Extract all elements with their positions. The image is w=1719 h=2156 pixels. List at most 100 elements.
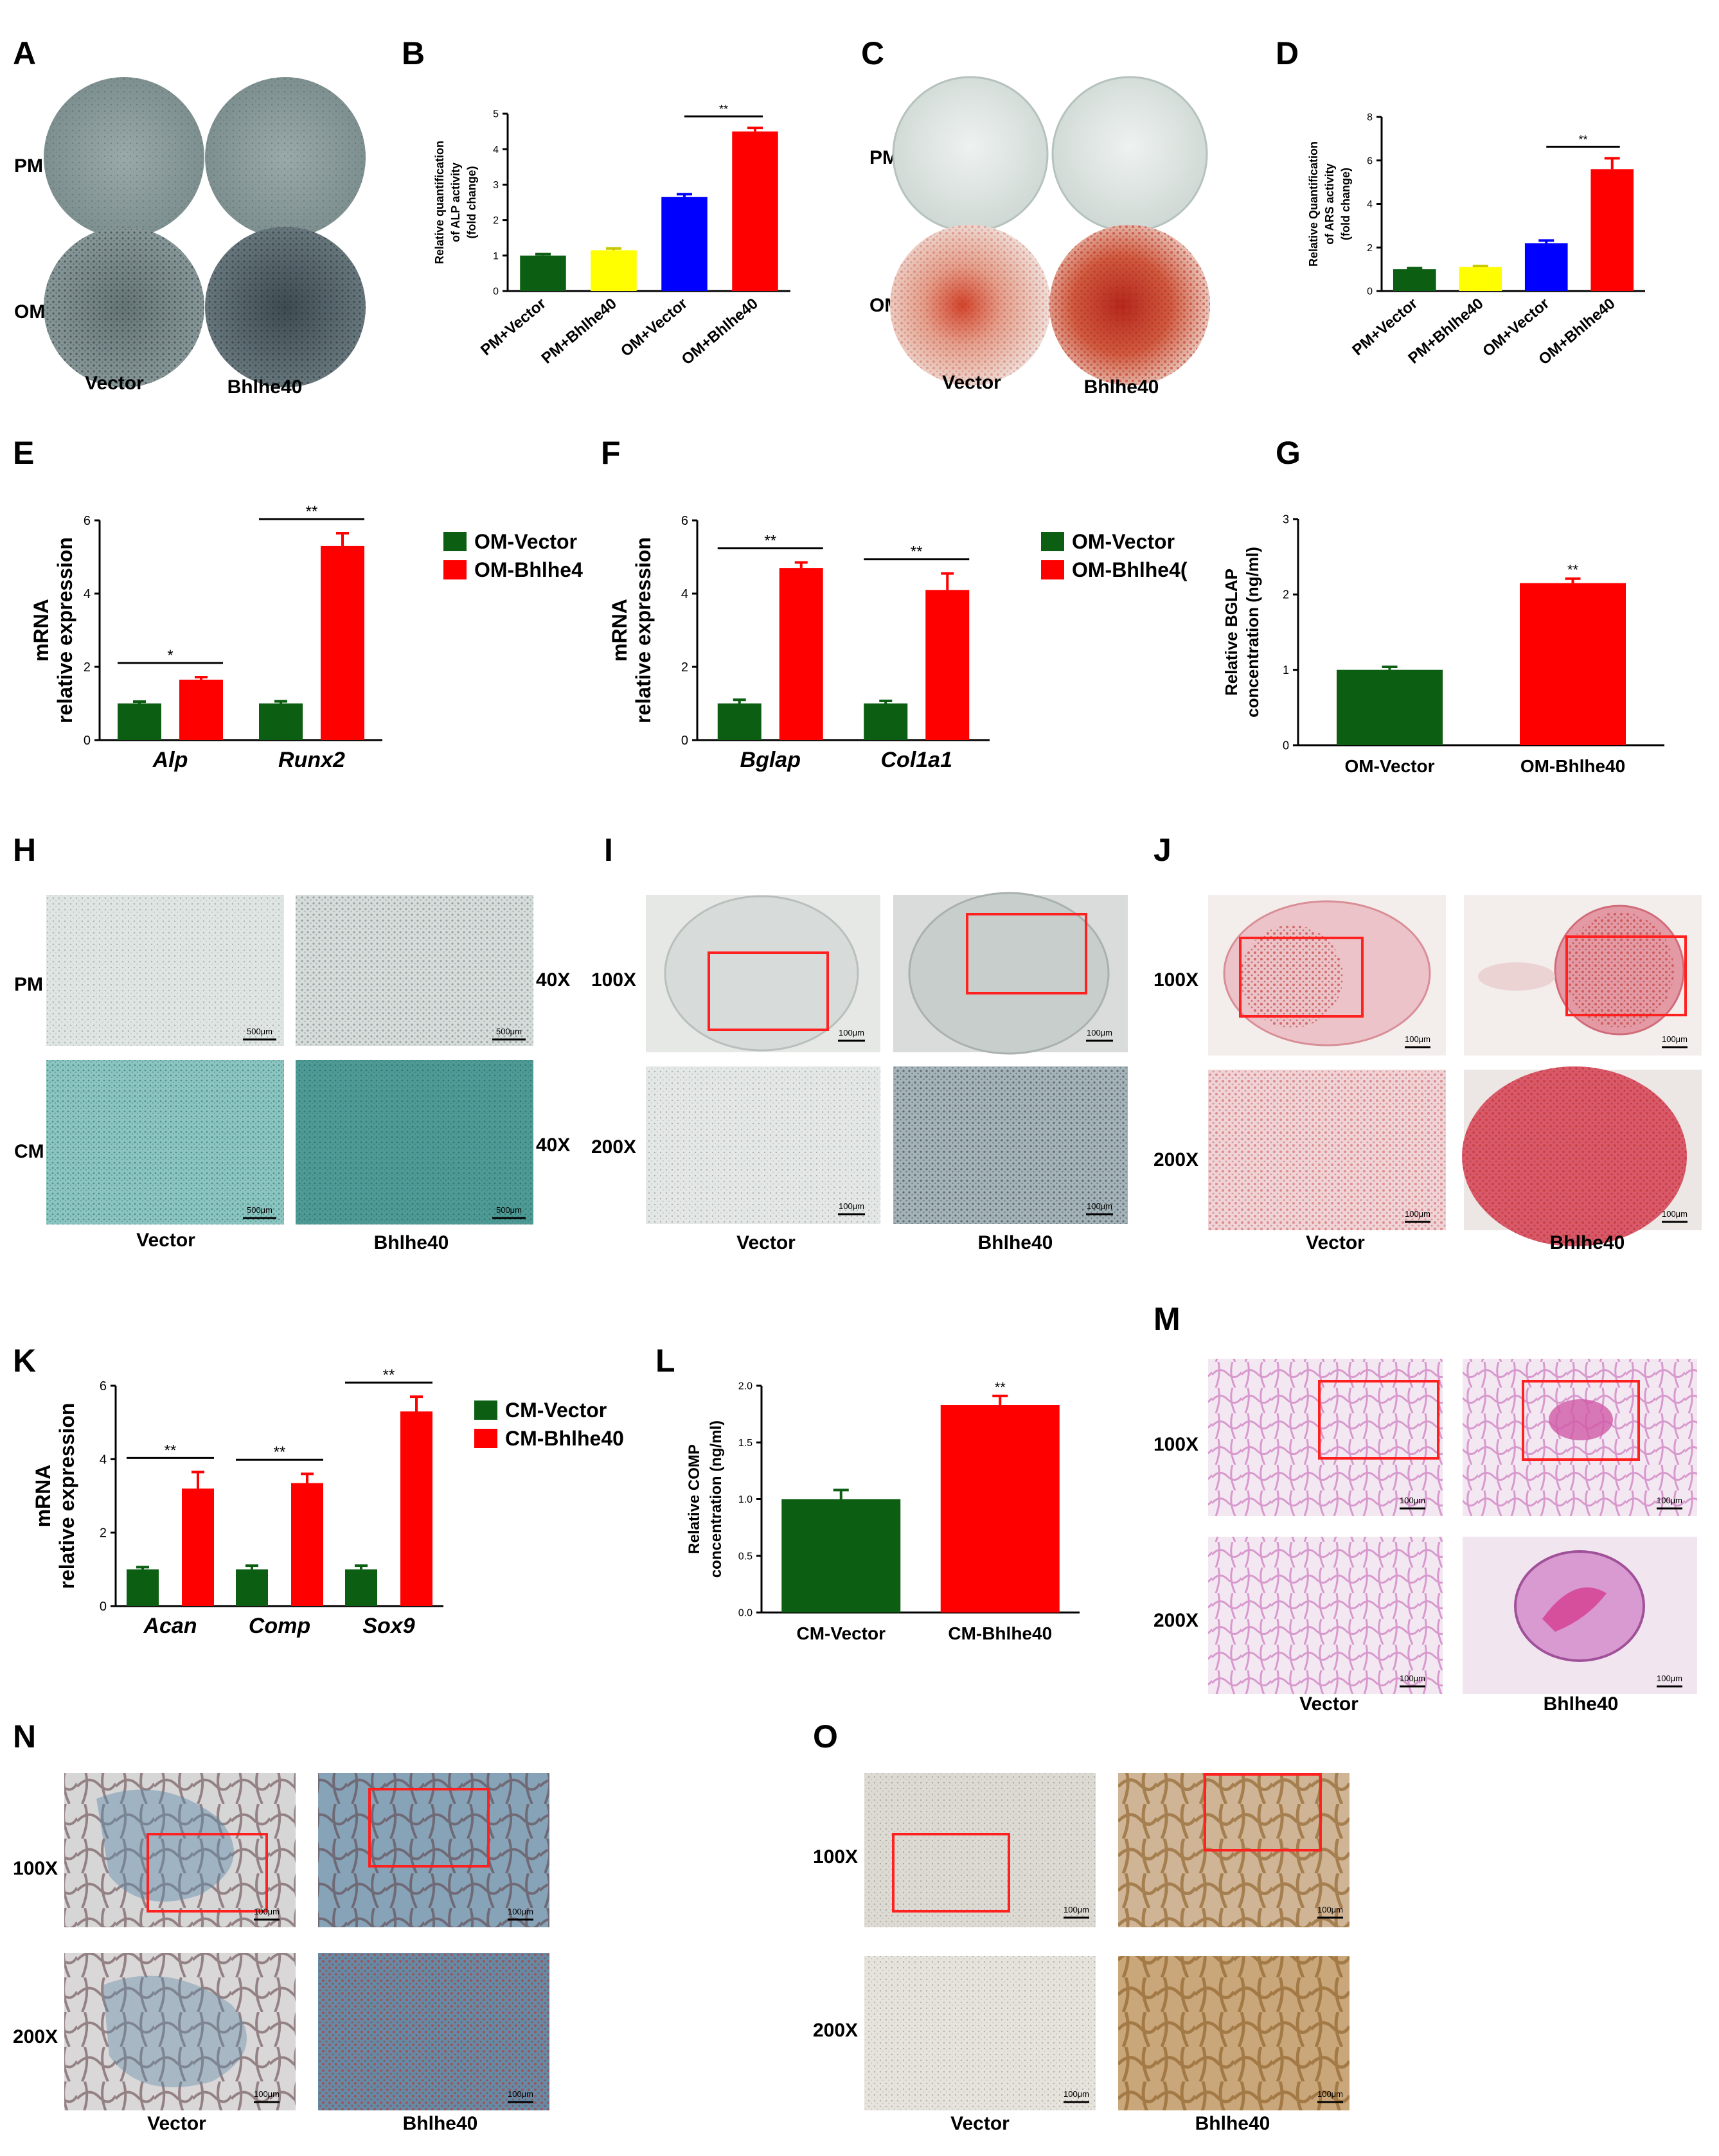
svg-text:100μm: 100μm — [254, 1907, 280, 1916]
micrograph-vector-200x — [1208, 1537, 1443, 1694]
micrograph-bhlhe40-100x — [1463, 1359, 1697, 1516]
bar-pm+bhlhe40 — [591, 250, 637, 291]
y-tick-label: 4 — [681, 587, 688, 601]
panel-letter-m: M — [1153, 1301, 1180, 1337]
svg-text:100μm: 100μm — [1064, 2089, 1089, 2099]
panel-letter-k: K — [13, 1343, 36, 1379]
panel-letter-c: C — [861, 35, 884, 71]
panel-j: J 100X 200X 100μm 100μm 100μm 100μm Vect… — [1153, 832, 1702, 1253]
micrograph-bhlhe40-100x — [1118, 1773, 1349, 1927]
chart-b-alp-activity: 0 1 2 3 4 5 Relative quantification of ALP acti… — [433, 103, 790, 368]
significance-marker: ** — [306, 503, 318, 520]
zoom-region-box — [1239, 937, 1364, 1018]
category-label: OM+Bhlhe40 — [679, 295, 762, 369]
panel-letter-f: F — [601, 435, 621, 471]
panel-a: A PM OM Vector Bhlhe40 — [13, 35, 366, 398]
category-label: Bglap — [740, 748, 801, 772]
y-tick-label: 1 — [493, 251, 499, 261]
scale-bar: 100μm — [1317, 2089, 1343, 2103]
y-tick-label: 0 — [84, 734, 91, 748]
well-plate-vector-om — [890, 225, 1051, 385]
micrograph-bhlhe40-100x — [318, 1773, 549, 1927]
legend-label: OM-Bhlhe4 — [474, 558, 583, 581]
micrograph-bhlhe40-200x — [1463, 1537, 1697, 1694]
well-plate-vector-pm — [44, 77, 204, 238]
bar-om+vector — [661, 197, 708, 291]
svg-text:100μm: 100μm — [1317, 2089, 1343, 2099]
bar-om-bhlhe40 — [1520, 583, 1626, 745]
panel-letter-g: G — [1276, 435, 1301, 471]
bar-om-bhlhe4( — [779, 568, 823, 740]
legend-label: CM-Vector — [505, 1399, 607, 1422]
bar-cm-bhlhe40 — [182, 1489, 214, 1606]
svg-text:100μm: 100μm — [839, 1201, 864, 1211]
y-axis-label: relative expression — [632, 537, 655, 723]
legend-swatch-om-bhlhe4( — [1041, 560, 1064, 579]
micrograph-vector-200x — [64, 1953, 296, 2110]
legend-label: OM-Bhlhe4( — [1072, 558, 1188, 581]
y-tick-label: 1.0 — [738, 1494, 753, 1505]
svg-text:100μm: 100μm — [1662, 1034, 1688, 1044]
panel-letter-o: O — [813, 1719, 838, 1754]
scale-bar: 100μm — [508, 2089, 533, 2103]
scale-bar: 100μm — [1662, 1209, 1688, 1223]
micrograph-vector-cm — [46, 1060, 284, 1224]
y-axis-label: relative expression — [55, 1403, 78, 1589]
well-plate-bhlhe40-om — [205, 227, 366, 387]
legend-swatch-om-bhlhe4 — [443, 560, 467, 579]
col-label-vector: Vector — [950, 2113, 1010, 2134]
scale-bar: 100μm — [1405, 1209, 1430, 1223]
category-label: OM-Bhlhe40 — [1520, 756, 1625, 776]
bar-om-bhlhe4( — [925, 590, 970, 740]
micrograph-vector-200x — [864, 1956, 1096, 2110]
zoom-region-box — [368, 1788, 490, 1868]
category-label: Alp — [152, 748, 188, 772]
well-plate-bhlhe40-pm — [205, 77, 366, 238]
scale-bar: 100μm — [1064, 2089, 1089, 2103]
significance-marker: ** — [1578, 133, 1587, 146]
legend-swatch-om-vector — [1041, 532, 1064, 551]
y-tick-label: 2 — [100, 1526, 107, 1541]
row-label-200x: 200X — [13, 2026, 58, 2047]
svg-text:500μm: 500μm — [247, 1027, 272, 1036]
panel-m: M 100X 200X 100μm 100μm 100μm 100μm Vect… — [1153, 1301, 1697, 1715]
col-label-vector: Vector — [136, 1230, 195, 1251]
chart-d-ars-activity: 0 2 4 6 8 Relative Quantification of ARS activ… — [1307, 112, 1645, 368]
well-plate-vector-pm — [892, 76, 1049, 233]
category-label: Col1a1 — [881, 748, 953, 772]
bar-cm-vector — [127, 1569, 159, 1606]
y-tick-label: 5 — [493, 109, 499, 120]
bar-om-vector — [717, 703, 762, 740]
category-label: PM+Vector — [477, 295, 549, 359]
zoom-region-box — [708, 951, 829, 1031]
y-tick-label: 4 — [84, 587, 91, 601]
magnification-label: 40X — [536, 1135, 570, 1156]
legend-label: OM-Vector — [1072, 530, 1175, 553]
svg-text:100μm: 100μm — [1087, 1028, 1112, 1038]
bar-om-bhlhe4 — [321, 545, 364, 740]
well-plate-bhlhe40-pm — [1051, 76, 1208, 233]
svg-text:100μm: 100μm — [1064, 1905, 1089, 1914]
chart-f-mrna-bglap-col1a1: 0 2 4 6 mRNA relative expression ** Bglap ** Col1… — [608, 514, 1188, 772]
significance-marker: ** — [719, 103, 728, 116]
panel-c: C PM OM Vector Bhlhe40 — [861, 35, 1210, 398]
svg-text:100μm: 100μm — [508, 1907, 533, 1916]
bar-om-vector — [118, 703, 161, 740]
y-tick-label: 0.0 — [738, 1608, 753, 1619]
panel-letter-l: L — [655, 1343, 675, 1379]
y-tick-label: 2 — [681, 660, 688, 675]
y-tick-label: 0 — [1283, 739, 1289, 752]
y-axis-label: (fold change) — [465, 166, 478, 239]
svg-text:500μm: 500μm — [496, 1027, 522, 1036]
y-axis-label: mRNA — [30, 599, 53, 662]
col-label-bhlhe40: Bhlhe40 — [227, 376, 303, 398]
category-label: Comp — [249, 1614, 310, 1638]
micrograph-bhlhe40-200x — [893, 1066, 1128, 1224]
col-label-bhlhe40: Bhlhe40 — [1084, 376, 1159, 398]
micrograph-vector-100x — [864, 1773, 1096, 1927]
svg-text:100μm: 100μm — [839, 1028, 864, 1038]
micrograph-vector-pm — [46, 895, 284, 1046]
scale-bar: 100μm — [1086, 1028, 1113, 1042]
y-tick-label: 4 — [493, 145, 499, 155]
bar-om+bhlhe40 — [732, 131, 778, 291]
